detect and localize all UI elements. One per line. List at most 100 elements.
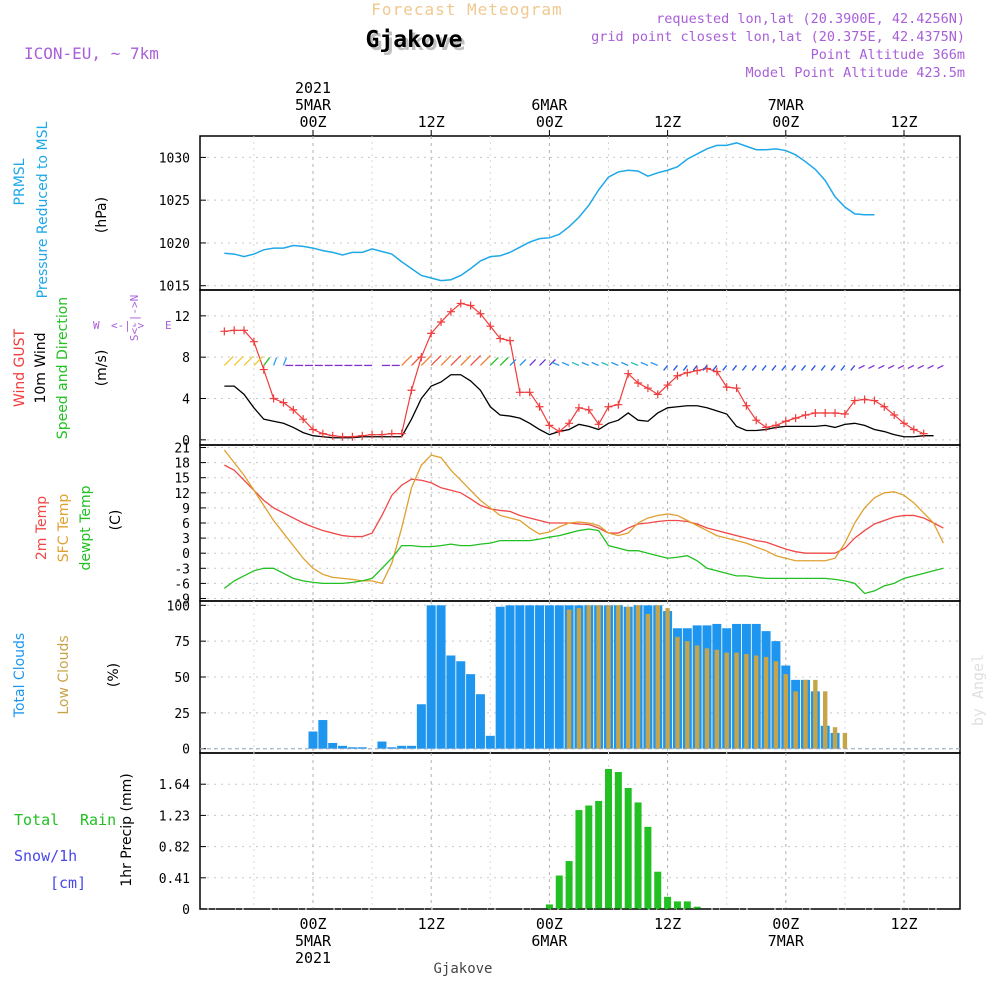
temp-tick-label: 0 bbox=[182, 547, 190, 562]
cloud-total-bar bbox=[554, 605, 564, 749]
cloud-total-bar bbox=[426, 605, 436, 749]
rain-bar bbox=[565, 861, 573, 909]
temp-tick-label: 18 bbox=[174, 457, 190, 472]
wind-direction-arrow bbox=[581, 361, 590, 367]
top-time-label: 5MAR bbox=[295, 96, 332, 114]
wind-direction-arrow bbox=[650, 361, 659, 367]
rain-bar bbox=[634, 802, 642, 909]
wind-direction-arrow bbox=[761, 365, 767, 371]
cloud-total-bar bbox=[397, 745, 407, 749]
wind-gust-marker bbox=[496, 334, 505, 343]
wind-direction-arrow bbox=[509, 358, 517, 366]
wind-direction-arrow bbox=[917, 364, 924, 370]
cloud-total-bar bbox=[446, 655, 456, 749]
wind-panel bbox=[199, 289, 961, 446]
wind-gust-marker bbox=[565, 419, 574, 428]
clouds-tick-label: 0 bbox=[182, 743, 190, 758]
compass-arrows-we: <-|-> bbox=[111, 319, 144, 332]
wind-direction-arrow bbox=[272, 357, 278, 366]
bottom-time-label: 5MAR bbox=[295, 932, 332, 950]
wind-gust-marker bbox=[880, 402, 889, 411]
wind-direction-arrow bbox=[611, 361, 619, 367]
wind-direction-arrow bbox=[840, 365, 846, 371]
cloud-total-bar bbox=[466, 674, 476, 749]
bottom-time-label: 6MAR bbox=[531, 932, 568, 950]
temp-tick-label: 9 bbox=[182, 502, 190, 517]
wind-gust-marker bbox=[397, 429, 406, 438]
wind-gust-marker bbox=[515, 388, 524, 397]
wind-gust-marker bbox=[220, 327, 229, 336]
info-requested-lonlat: requested lon,lat (20.3900E, 42.4256N) bbox=[656, 11, 965, 27]
wind-direction-arrow bbox=[810, 365, 816, 371]
wind-gust-marker bbox=[604, 402, 613, 411]
wind-gust-marker bbox=[860, 395, 869, 404]
rain-bar bbox=[614, 772, 622, 909]
wind-direction-arrow bbox=[858, 364, 865, 370]
temp-tick-label: -9 bbox=[174, 592, 190, 607]
wind-gust-marker bbox=[535, 402, 544, 411]
wind-gust-marker bbox=[318, 429, 327, 438]
wind-direction-arrow bbox=[791, 365, 797, 371]
cloud-total-bar bbox=[485, 735, 495, 749]
wind-gust-marker bbox=[456, 299, 465, 308]
rain-bar bbox=[644, 826, 652, 909]
temp-label-2m: 2m Temp bbox=[34, 496, 50, 560]
cloud-total-bar bbox=[495, 606, 505, 749]
top-time-label: 12Z bbox=[654, 113, 681, 131]
wind-direction-arrow bbox=[440, 354, 452, 366]
wind-gust-line bbox=[224, 302, 924, 438]
bottom-time-label: 7MAR bbox=[768, 932, 805, 950]
bottom-time-label: 12Z bbox=[418, 915, 445, 933]
wind-gust-marker bbox=[506, 336, 514, 345]
wind-gust-marker bbox=[486, 322, 495, 331]
wind-direction-arrow bbox=[722, 365, 728, 371]
wind-gust-marker bbox=[446, 307, 455, 316]
bottom-time-label: 00Z bbox=[772, 915, 799, 933]
precip-label-rain: Rain bbox=[80, 811, 116, 829]
wind-gust-marker bbox=[555, 427, 564, 436]
wind-gust-marker bbox=[437, 318, 446, 327]
temp-2m-line bbox=[224, 464, 944, 554]
rain-bar bbox=[545, 904, 553, 909]
wind-label-speed-dir: Speed and Direction bbox=[55, 297, 71, 439]
cloud-total-bar bbox=[436, 605, 446, 749]
wind-label-10m: 10m Wind bbox=[33, 332, 49, 403]
rain-bar bbox=[683, 901, 691, 909]
rain-bar bbox=[654, 871, 662, 909]
precip-tick-label: 0.82 bbox=[159, 841, 190, 856]
temp-tick-label: 21 bbox=[174, 442, 190, 457]
temp-tick-label: 6 bbox=[182, 517, 190, 532]
wind-gust-marker bbox=[584, 405, 593, 414]
cloud-total-bar bbox=[535, 605, 545, 749]
wind-gust-marker bbox=[279, 398, 288, 407]
wind-tick-label: 0 bbox=[182, 434, 190, 449]
temp-labels: 2m Temp SFC Temp dewpt Temp (C) bbox=[34, 485, 124, 570]
wind-direction-arrow bbox=[878, 364, 885, 370]
cloud-total-bar bbox=[505, 605, 515, 749]
wind-direction-arrow bbox=[712, 365, 718, 371]
wind-gust-marker bbox=[821, 408, 830, 417]
wind-tick-label: 8 bbox=[182, 351, 190, 366]
grid-lines bbox=[200, 136, 960, 910]
location-title: Gjakove bbox=[366, 27, 463, 53]
cloud-total-bar bbox=[377, 741, 387, 749]
top-time-label: 00Z bbox=[772, 113, 799, 131]
info-model-altitude: Model Point Altitude 423.5m bbox=[746, 65, 965, 81]
pressure-label-unit: (hPa) bbox=[94, 197, 110, 233]
chart-marks bbox=[200, 142, 960, 910]
wind-tick-label: 12 bbox=[174, 310, 190, 325]
cloud-low-bar bbox=[793, 691, 798, 749]
wind-gust-marker bbox=[870, 396, 879, 405]
pressure-line bbox=[224, 142, 875, 282]
bottom-time-label: 12Z bbox=[654, 915, 681, 933]
cloud-total-bar bbox=[544, 605, 554, 749]
wind-direction-arrow bbox=[499, 356, 509, 366]
bottom-time-label: 00Z bbox=[536, 915, 563, 933]
wind-direction-arrow bbox=[897, 364, 905, 370]
top-time-label: 12Z bbox=[890, 113, 917, 131]
wind-label-gust: Wind GUST bbox=[12, 328, 28, 407]
rain-bar bbox=[664, 896, 672, 909]
clouds-tick-label: 25 bbox=[174, 707, 190, 722]
wind-gust-marker bbox=[348, 432, 357, 441]
cloud-total-bar bbox=[525, 605, 535, 749]
